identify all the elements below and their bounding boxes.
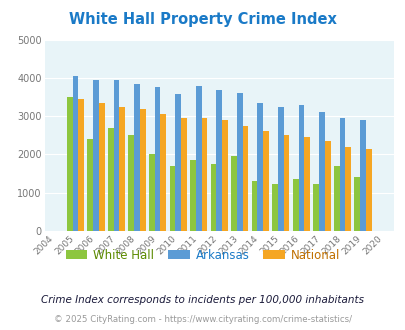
Bar: [160, 114, 166, 231]
Text: © 2025 CityRating.com - https://www.cityrating.com/crime-statistics/: © 2025 CityRating.com - https://www.city…: [54, 315, 351, 324]
Bar: [313, 184, 318, 231]
Bar: [72, 76, 78, 231]
Bar: [195, 86, 201, 231]
Bar: [339, 118, 345, 231]
Bar: [359, 120, 365, 231]
Bar: [108, 128, 113, 231]
Bar: [190, 160, 195, 231]
Bar: [181, 118, 186, 231]
Bar: [93, 80, 99, 231]
Bar: [354, 178, 359, 231]
Bar: [210, 164, 216, 231]
Bar: [272, 184, 277, 231]
Bar: [140, 109, 145, 231]
Bar: [345, 147, 350, 231]
Bar: [175, 94, 181, 231]
Bar: [230, 156, 237, 231]
Bar: [78, 99, 84, 231]
Bar: [67, 97, 72, 231]
Bar: [251, 181, 257, 231]
Bar: [292, 179, 298, 231]
Bar: [201, 118, 207, 231]
Bar: [365, 149, 371, 231]
Text: White Hall Property Crime Index: White Hall Property Crime Index: [69, 12, 336, 26]
Bar: [277, 107, 283, 231]
Bar: [87, 139, 93, 231]
Bar: [169, 166, 175, 231]
Bar: [298, 105, 303, 231]
Bar: [154, 87, 160, 231]
Bar: [318, 112, 324, 231]
Bar: [149, 154, 154, 231]
Bar: [128, 135, 134, 231]
Legend: White Hall, Arkansas, National: White Hall, Arkansas, National: [61, 244, 344, 266]
Text: Crime Index corresponds to incidents per 100,000 inhabitants: Crime Index corresponds to incidents per…: [41, 295, 364, 305]
Bar: [283, 135, 289, 231]
Bar: [237, 93, 242, 231]
Bar: [216, 90, 222, 231]
Bar: [303, 137, 309, 231]
Bar: [262, 131, 268, 231]
Bar: [113, 80, 119, 231]
Bar: [134, 83, 140, 231]
Bar: [257, 103, 262, 231]
Bar: [242, 126, 248, 231]
Bar: [119, 107, 125, 231]
Bar: [222, 120, 227, 231]
Bar: [324, 141, 330, 231]
Bar: [333, 166, 339, 231]
Bar: [99, 103, 104, 231]
